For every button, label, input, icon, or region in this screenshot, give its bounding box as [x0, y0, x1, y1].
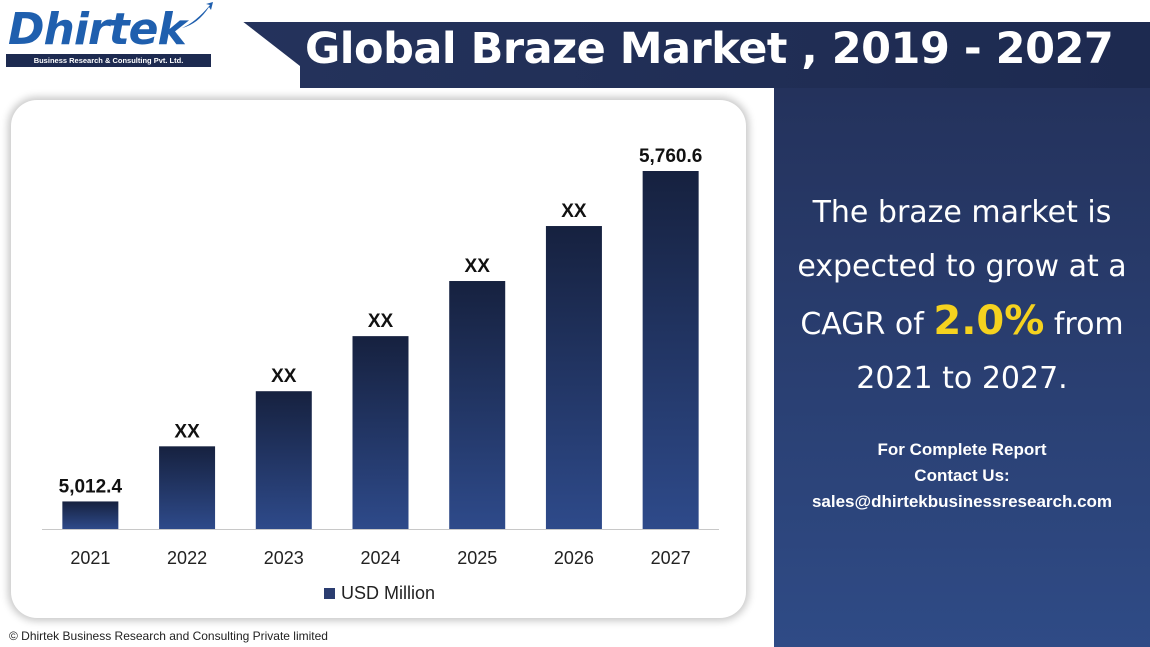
x-tick-label-2025: 2025	[457, 548, 497, 568]
x-tick-label-2026: 2026	[554, 548, 594, 568]
bar-2021	[62, 501, 119, 529]
summary-cagr-suffix: from	[1053, 307, 1124, 342]
bar-2024	[352, 336, 409, 529]
contact-block: For Complete Report Contact Us: sales@dh…	[774, 437, 1150, 515]
copyright-notice: © Dhirtek Business Research and Consulti…	[9, 629, 328, 643]
cagr-summary: The braze market is expected to grow at …	[774, 186, 1150, 406]
data-label-2023: XX	[271, 366, 297, 387]
bar-2026	[545, 226, 602, 529]
x-tick-label-2022: 2022	[167, 548, 207, 568]
x-tick-label-2021: 2021	[70, 548, 110, 568]
data-label-2024: XX	[368, 311, 394, 332]
summary-line-1: The braze market is	[812, 195, 1112, 230]
x-tick-label-2027: 2027	[651, 548, 691, 568]
cagr-value: 2.0%	[933, 298, 1045, 344]
contact-line-2: Contact Us:	[914, 466, 1010, 485]
x-tick-label-2023: 2023	[264, 548, 304, 568]
summary-line-3: CAGR of 2.0% from	[774, 294, 1150, 352]
data-label-2026: XX	[561, 201, 587, 222]
summary-line-4: 2021 to 2027.	[856, 361, 1068, 396]
bar-2023	[255, 391, 312, 529]
logo-text: Dhirtek	[8, 4, 187, 55]
data-label-2025: XX	[465, 256, 491, 277]
logo-tagline: Business Research & Consulting Pvt. Ltd.	[6, 54, 211, 67]
contact-email[interactable]: sales@dhirtekbusinessresearch.com	[811, 492, 1113, 511]
contact-line-1: For Complete Report	[877, 440, 1047, 459]
bar-2025	[449, 281, 506, 529]
data-label-2027: 5,760.6	[639, 146, 702, 167]
data-label-2022: XX	[174, 421, 200, 442]
bar-2027	[642, 171, 699, 529]
summary-cagr-prefix: CAGR of	[800, 307, 924, 342]
data-label-2021: 5,012.4	[59, 476, 123, 497]
bar-chart: 5,012.4 2021 XX 2022 XX 2023 XX 2024 XX 2025 XX 202…	[42, 146, 719, 568]
legend-label: USD Million	[341, 583, 436, 603]
page-title: Global Braze Market , 2019 - 2027	[305, 24, 1114, 74]
chart-legend: USD Million	[324, 583, 435, 604]
x-tick-label-2024: 2024	[360, 548, 400, 568]
logo-swoosh-icon	[182, 2, 213, 28]
legend-swatch	[324, 588, 335, 599]
summary-panel: The braze market is expected to grow at …	[774, 88, 1150, 647]
summary-line-2: expected to grow at a	[797, 249, 1127, 284]
bar-2022	[159, 446, 216, 529]
